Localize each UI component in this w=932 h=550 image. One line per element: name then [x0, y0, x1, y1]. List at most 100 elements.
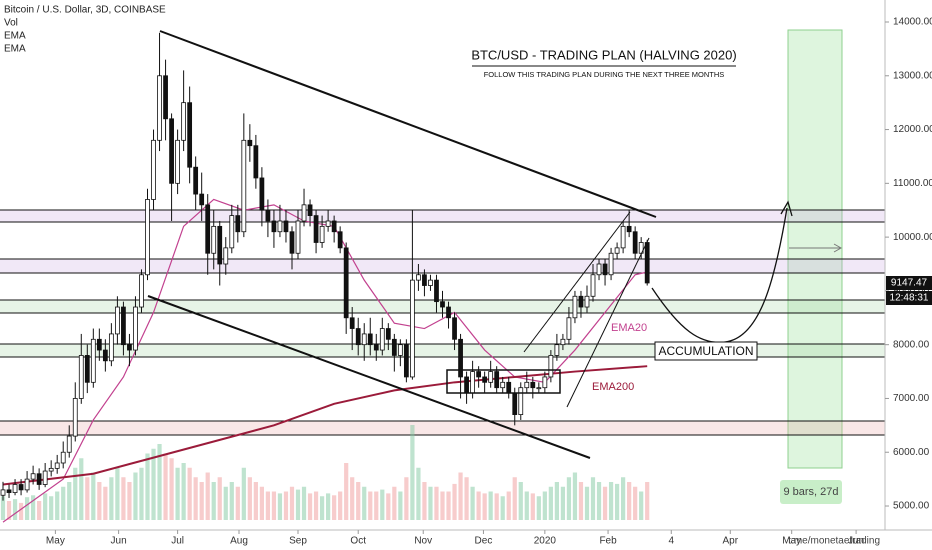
volume-bar — [488, 491, 493, 520]
volume-bar — [398, 491, 403, 520]
volume-bar — [428, 486, 433, 520]
volume-bar — [133, 472, 138, 520]
candle-body — [30, 473, 36, 480]
candle-body — [403, 344, 409, 378]
volume-bar — [55, 491, 60, 520]
volume-bar — [24, 497, 30, 520]
volume-bar — [157, 444, 162, 520]
range-arrow-head — [833, 243, 843, 253]
candle-body — [512, 392, 518, 415]
candle-body — [18, 484, 24, 491]
y-tick-label: 8000.00 — [893, 339, 930, 350]
credit: t.me/monetaetrading — [788, 536, 880, 547]
candle-body — [331, 220, 337, 233]
plan-title: BTC/USD - TRADING PLAN (HALVING 2020) — [471, 47, 736, 62]
candle-body — [494, 371, 500, 389]
volume-bar — [470, 486, 475, 520]
volume-bar — [277, 493, 283, 520]
volume-bar — [530, 493, 535, 520]
volume-bar — [458, 472, 463, 520]
ema200-label: EMA200 — [592, 381, 634, 393]
candle-body — [416, 274, 421, 281]
volume-bar — [115, 467, 120, 520]
volume-bar — [31, 495, 36, 520]
volume-bar — [79, 458, 84, 520]
candle-body — [632, 231, 638, 254]
bars-info: 9 bars, 27d — [783, 486, 838, 498]
x-tick-label: Dec — [475, 536, 493, 547]
candle-body — [434, 279, 439, 303]
volume-bar — [67, 482, 72, 520]
volume-bar — [97, 482, 102, 520]
candle-body — [223, 247, 229, 265]
volume-bar — [85, 477, 90, 520]
channel-line — [566, 237, 650, 408]
y-tick-label: 5000.00 — [893, 501, 930, 512]
x-tick-label: 4 — [668, 536, 674, 547]
candle-body — [235, 215, 241, 233]
zone — [0, 259, 885, 273]
volume-bar — [506, 491, 511, 520]
volume-bar — [464, 477, 469, 520]
volume-bar — [175, 467, 180, 520]
volume-bar — [217, 477, 222, 520]
candle-body — [590, 274, 596, 297]
candle-body — [620, 225, 626, 249]
volume-bar — [494, 493, 499, 520]
candle-body — [337, 231, 343, 249]
x-tick-label: Feb — [599, 536, 617, 547]
legend-entry: EMA — [4, 31, 26, 42]
candle-body — [410, 279, 415, 378]
candle-body — [145, 199, 150, 276]
volume-bar — [524, 491, 529, 520]
candle-body — [313, 215, 319, 243]
volume-bar — [43, 493, 48, 520]
candle-body — [175, 139, 180, 184]
volume-bar — [536, 496, 541, 520]
candle-body — [259, 177, 265, 211]
volume-bar — [12, 499, 18, 520]
volume-bar — [338, 491, 343, 520]
volume-bar — [199, 482, 204, 520]
volume-bar — [253, 482, 258, 520]
legend-entry: Bitcoin / U.S. Dollar, 3D, COINBASE — [4, 5, 166, 16]
candle-body — [367, 333, 373, 346]
y-tick-label: 10000.00 — [893, 232, 932, 243]
volume-bar — [566, 477, 572, 520]
projection-path — [651, 207, 788, 344]
x-tick-label: Sep — [289, 536, 307, 547]
volume-bar — [259, 486, 264, 520]
candle-body — [169, 118, 174, 184]
volume-bar — [73, 467, 78, 520]
candle-body — [608, 252, 614, 276]
candle-body — [205, 204, 211, 254]
volume-bar — [572, 472, 578, 520]
candle-body — [187, 102, 193, 168]
volume-bar — [374, 491, 379, 520]
annotation: ACCUMULATION — [658, 344, 753, 358]
candle-body — [614, 247, 620, 254]
candle-body — [301, 204, 307, 222]
volume-bar — [590, 477, 596, 520]
candle-body — [96, 338, 102, 351]
candle-body — [139, 274, 144, 308]
candle-body — [12, 484, 18, 493]
candle-body — [584, 295, 590, 308]
candle-body — [554, 344, 560, 356]
zone — [0, 210, 885, 223]
candle-body — [572, 295, 578, 319]
volume-bar — [368, 491, 373, 520]
candle-body — [548, 355, 554, 378]
volume-bar — [91, 472, 96, 520]
candle-body — [397, 344, 403, 356]
volume-bar — [446, 491, 451, 520]
candle-body — [518, 387, 524, 415]
legend-entry: Vol — [4, 18, 18, 29]
y-tick-label: 7000.00 — [893, 393, 930, 404]
y-tick-label: 11000.00 — [893, 178, 932, 189]
candle-body — [0, 489, 6, 496]
volume-bar — [187, 467, 192, 520]
candle-body — [102, 349, 108, 362]
candle-body — [566, 317, 572, 340]
